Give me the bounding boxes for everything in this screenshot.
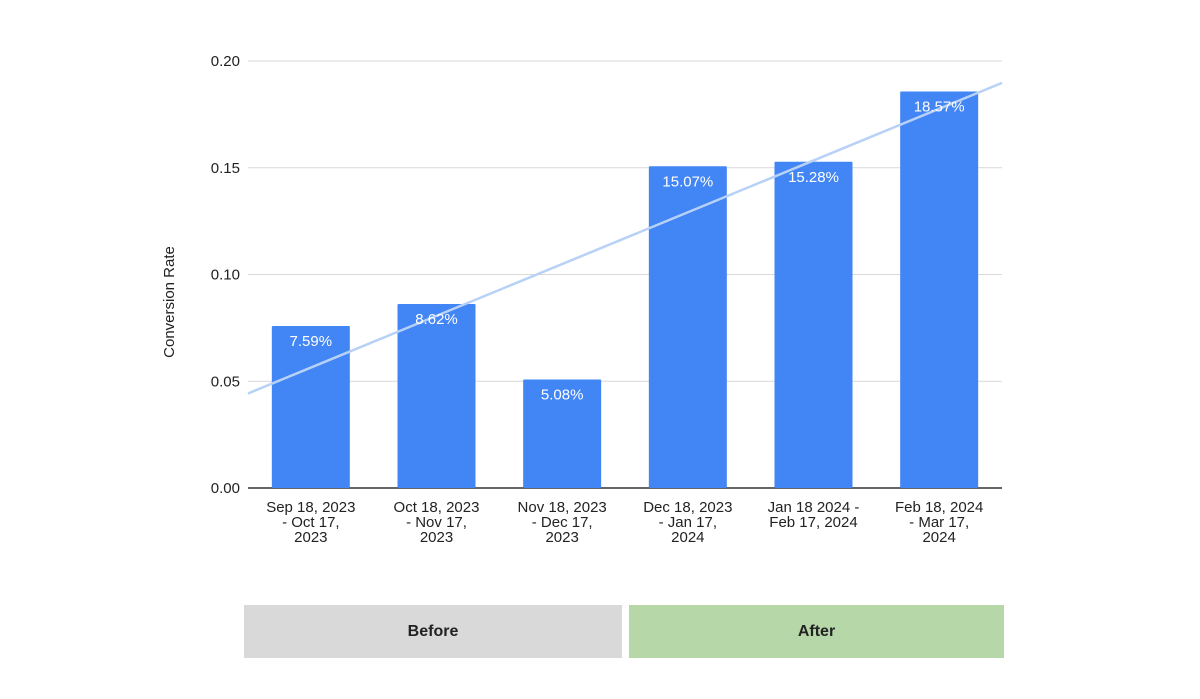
bar xyxy=(648,166,727,488)
y-axis-title: Conversion Rate xyxy=(161,246,178,358)
y-tick-label: 0.20 xyxy=(211,53,240,70)
bar xyxy=(397,303,476,488)
gridlines xyxy=(248,60,1002,489)
bar xyxy=(774,161,853,488)
bar-data-label: 5.08% xyxy=(541,387,584,404)
bar xyxy=(900,91,979,488)
y-tick-label: 0.05 xyxy=(211,373,240,390)
bar xyxy=(523,379,602,488)
x-tick-label: Oct 18, 2023- Nov 17, 2023 xyxy=(394,499,480,546)
x-tick-label: Feb 18, 2024- Mar 17, 2024 xyxy=(895,499,983,546)
y-tick-label: 0.15 xyxy=(211,160,240,177)
labels: 0.00 0.05 0.10 0.15 0.20 7.59% Sep 18, 2023- O… xyxy=(211,53,984,546)
x-tick-label: Dec 18, 2023- Jan 17, 2024 xyxy=(643,499,732,546)
y-tick-label: 0.10 xyxy=(211,267,240,284)
x-tick-label: Sep 18, 2023- Oct 17, 2023 xyxy=(266,499,355,546)
after-phase-label: After xyxy=(629,605,1004,658)
trendline-layer xyxy=(247,81,1003,395)
before-phase-label: Before xyxy=(244,605,622,658)
bar-data-label: 8.62% xyxy=(415,311,458,328)
bar-data-label: 15.28% xyxy=(788,169,839,186)
y-tick-label: 0.00 xyxy=(211,480,240,497)
x-tick-label: Nov 18, 2023- Dec 17, 2023 xyxy=(518,499,607,546)
trendline xyxy=(247,81,1003,395)
bar-data-label: 7.59% xyxy=(290,333,333,350)
bars xyxy=(271,91,979,488)
bar xyxy=(271,325,350,488)
bar-data-label: 18.57% xyxy=(914,99,965,116)
x-tick-label: Jan 18 2024 -Feb 17, 2024 xyxy=(768,499,860,531)
bar-chart: 0.00 0.05 0.10 0.15 0.20 7.59% Sep 18, 2023- O… xyxy=(161,53,1003,546)
bar-data-label: 15.07% xyxy=(662,173,713,190)
